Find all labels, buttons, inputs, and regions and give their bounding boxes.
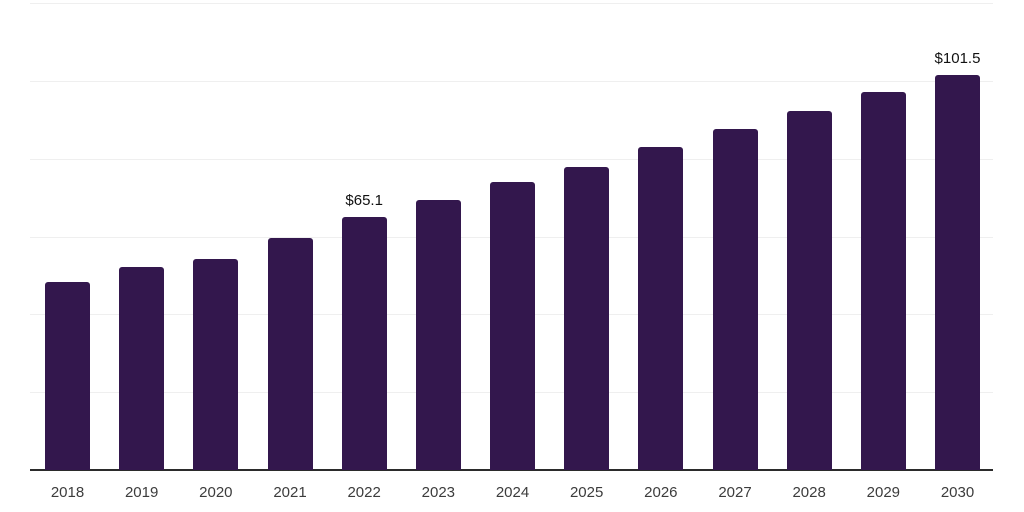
x-tick-label-2020: 2020 [199,484,233,501]
gridline [30,159,993,160]
gridline [30,81,993,82]
bar-2020 [193,259,239,470]
x-tick-label-2026: 2026 [644,484,678,501]
bar-2018 [45,282,90,470]
bar-2029 [860,92,906,470]
x-tick-label-2028: 2028 [792,484,826,501]
x-tick-label-2024: 2024 [495,484,530,501]
bar-2025 [564,166,610,470]
x-tick-label-2022: 2022 [347,484,381,501]
bar-2024 [490,182,535,470]
bar-2027 [712,129,758,470]
x-tick-label-2027: 2027 [718,484,752,501]
x-tick-label-2018: 2018 [50,484,85,501]
bar-2026 [638,146,684,470]
x-tick-label-2030: 2030 [940,484,975,501]
bar-value-label-2030: $101.5 [934,49,981,67]
x-tick-label-2021: 2021 [273,484,307,501]
bar-2022 [341,216,387,470]
bar-2021 [267,238,313,470]
x-tick-label-2023: 2023 [421,484,456,501]
x-tick-label-2025: 2025 [569,484,604,501]
bar-2028 [786,110,832,470]
bar-2023 [415,199,461,470]
gridline [30,3,993,4]
x-tick-label-2019: 2019 [124,484,159,501]
bar-2030 [935,74,980,470]
bar-value-label-2022: $65.1 [345,191,383,209]
bar-2019 [119,266,165,470]
x-axis-line [30,469,993,471]
x-tick-label-2029: 2029 [866,484,901,501]
